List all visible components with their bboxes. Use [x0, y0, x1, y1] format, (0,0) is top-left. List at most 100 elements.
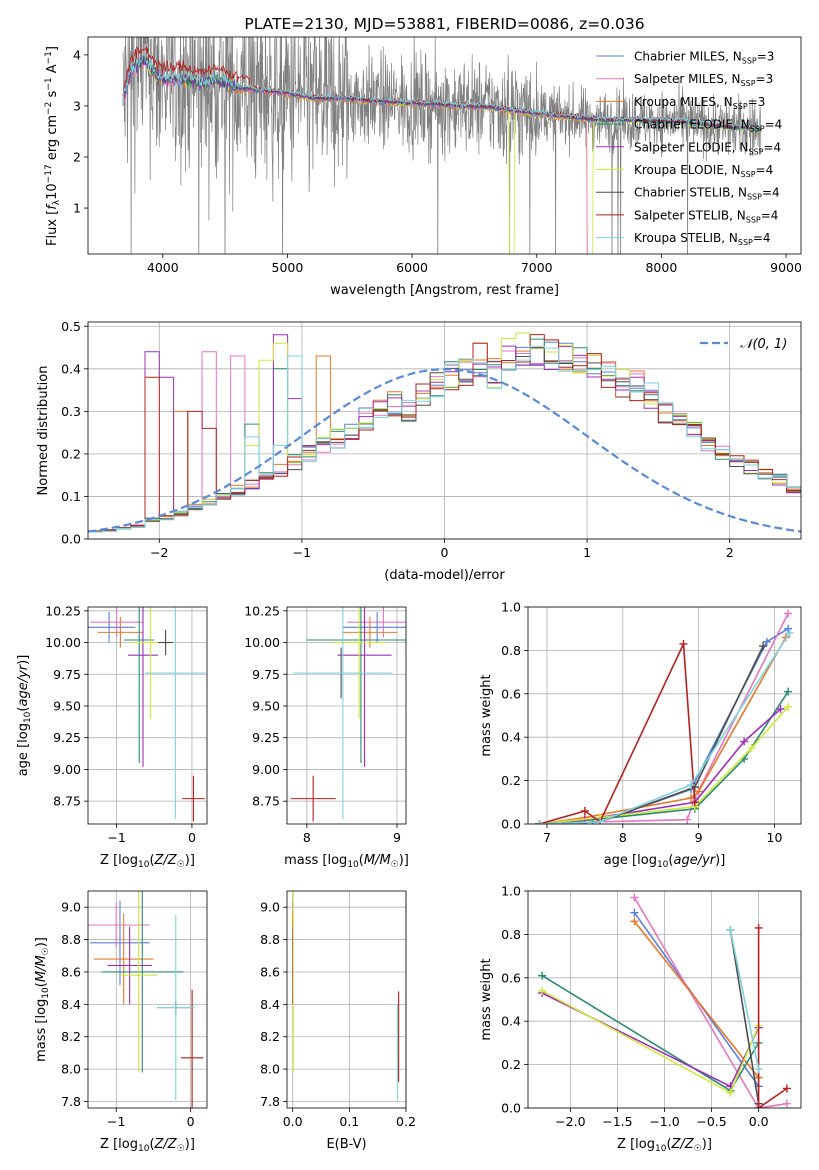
label-part: (	[666, 1137, 671, 1152]
legend-entry: Chabrier MILES, NSSP=3	[634, 50, 774, 66]
data-point	[694, 787, 703, 796]
x-axis-label: wavelength [Angstrom, rest frame]	[330, 283, 559, 298]
label-part: ☉	[41, 947, 51, 955]
label-part: =4	[756, 163, 774, 177]
plot-area	[88, 607, 206, 822]
x-tick-label: −1	[107, 1114, 125, 1129]
panel-3: 8 9 8.75 9.00 9.25 9.50 9.75 10.00 10.25 mass [lo…	[244, 603, 409, 870]
y-tick-label: 0.0	[501, 817, 521, 832]
label-part: =4	[753, 231, 771, 245]
label-part: =3	[756, 72, 774, 86]
weight-series	[729, 929, 760, 1104]
panel-7: −2.0 −1.5 −1.0 −0.5 0.0 0.0 0.2 0.4 0.6 0.8 1.0 Z […	[479, 884, 802, 1154]
y-tick-label: 8.75	[252, 794, 280, 809]
label-part: erg cm	[45, 115, 60, 164]
y-axis-label: age [log10(age/yr)]	[16, 655, 33, 777]
y-tick-label: 3	[73, 98, 81, 113]
y-tick-label: 0.4	[501, 730, 521, 745]
label-part: mass [log	[284, 853, 347, 868]
legend-entry: Salpeter MILES, NSSP=3	[634, 72, 773, 88]
y-tick-label: 9.00	[252, 762, 280, 777]
label-part: Z/Z	[671, 1137, 695, 1152]
weight-series	[539, 628, 789, 824]
x-axis-label: Z [log10(Z/Z☉)]	[617, 1137, 712, 1154]
y-tick-label: 0.1	[61, 489, 81, 504]
label-part: =3	[757, 50, 775, 64]
chart-title: PLATE=2130, MJD=53881, FIBERID=0086, z=0…	[244, 15, 644, 33]
data-point	[776, 704, 785, 713]
y-tick-label: 9.25	[53, 730, 81, 745]
x-tick-label: 9	[393, 830, 401, 845]
legend-entry: Kroupa ELODIE, NSSP=4	[634, 163, 773, 179]
x-tick-label: 9000	[770, 260, 802, 275]
x-tick-label: 0	[187, 1114, 195, 1129]
y-tick-label: 7.8	[61, 1094, 81, 1109]
label-part: SSP	[741, 170, 756, 179]
legend-entry: Chabrier ELODIE, NSSP=4	[634, 118, 782, 134]
x-tick-label: 0.1	[339, 1114, 359, 1129]
x-tick-label: 0.0	[283, 1114, 303, 1129]
legend: 𝒩(0, 1)	[700, 337, 787, 352]
label-part: )]	[185, 853, 195, 868]
panel-0: 4000 5000 6000 7000 8000 9000 1 2 3 4 wavelength […	[44, 36, 802, 298]
x-tick-label: 4000	[147, 260, 179, 275]
y-tick-label: 1.0	[501, 600, 521, 615]
weight-series	[539, 708, 782, 824]
label-part: (	[16, 707, 31, 712]
legend-entry: Kroupa MILES, NSSP=3	[634, 95, 765, 111]
data-point	[747, 744, 756, 753]
weight-series	[539, 613, 789, 824]
y-tick-label: 9.50	[53, 698, 81, 713]
weight-series	[729, 929, 760, 1070]
label-part: (	[359, 853, 364, 868]
data-point	[754, 1064, 763, 1073]
x-axis-label: mass [log10(M/M☉)]	[284, 853, 409, 870]
plot-area	[122, 37, 762, 254]
axes-frame	[87, 36, 802, 255]
x-tick-label: 7	[543, 830, 551, 845]
y-tick-label: 9.75	[252, 667, 280, 682]
y-tick-label: 1	[73, 201, 81, 216]
panel-6: 0.0 0.1 0.2 7.8 8.0 8.2 8.4 8.6 8.8 9.0 E(B-V)	[260, 890, 416, 1152]
y-axis-label: mass [log10(M/M☉)]	[34, 937, 51, 1062]
weight-series	[539, 691, 789, 824]
y-tick-label: 1.0	[501, 884, 521, 899]
label-part: age/yr	[16, 663, 31, 706]
plot-area	[88, 891, 204, 1108]
label-part: Salpeter MILES, N	[634, 72, 741, 86]
data-point	[762, 637, 771, 646]
label-part: (	[668, 853, 673, 868]
label-part: age [log	[16, 723, 31, 776]
y-tick-label: 0.5	[61, 319, 81, 334]
x-tick-label: 7000	[521, 260, 553, 275]
x-tick-label: −2.0	[555, 1114, 585, 1129]
y-tick-label: 9.50	[252, 698, 280, 713]
y-axis-label: Flux [fλ10−17 erg cm−2 s−1 A−1]	[44, 46, 62, 246]
label-part: −1	[44, 77, 54, 90]
x-axis-label: (data-model)/error	[384, 568, 505, 583]
label-part: ☉	[694, 1144, 702, 1154]
label-part: =4	[762, 186, 780, 200]
y-tick-label: 0.2	[501, 773, 521, 788]
label-part: )]	[34, 937, 49, 947]
label-part: Kroupa STELIB, N	[634, 231, 738, 245]
y-tick-label: 7.8	[260, 1094, 280, 1109]
data-point	[535, 820, 544, 824]
label-part: (	[149, 853, 154, 868]
label-part: Salpeter ELODIE, N	[634, 140, 748, 154]
x-tick-label: −2	[150, 545, 168, 560]
y-tick-label: 8.0	[260, 1062, 280, 1077]
y-tick-label: 8.6	[61, 964, 81, 979]
label-part: Z/Z	[154, 1137, 178, 1152]
data-point	[679, 639, 688, 648]
normal-curve	[88, 368, 801, 533]
panel-1: −2 −1 0 1 2 0.0 0.1 0.2 0.3 0.4 0.5 (data-model)/er…	[36, 319, 802, 583]
y-tick-label: 8.4	[61, 997, 81, 1012]
data-point	[754, 1104, 763, 1108]
model-spectrum	[122, 45, 762, 130]
axes-frame	[286, 890, 407, 1109]
data-point	[782, 1099, 791, 1108]
weight-series	[633, 920, 760, 1079]
